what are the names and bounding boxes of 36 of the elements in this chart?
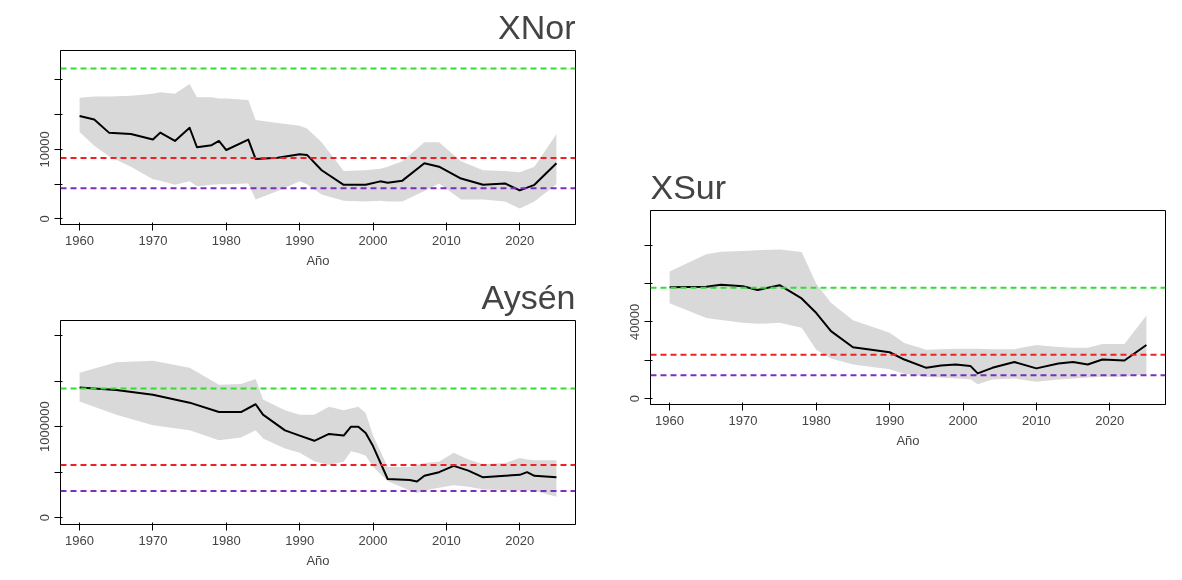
x-tick-label: 1970 <box>138 232 168 248</box>
line-series <box>78 386 558 483</box>
y-tick-label: 10000 <box>37 131 53 168</box>
x-tick-label: 1990 <box>875 412 905 428</box>
x-axis-title: Año <box>306 252 330 268</box>
x-tick-label: 1990 <box>285 532 315 548</box>
y-tick-label: 0 <box>627 395 643 403</box>
x-tick-label: 2020 <box>1095 412 1125 428</box>
x-tick-label: 1980 <box>211 532 241 548</box>
x-tick-label: 2010 <box>1021 412 1051 428</box>
x-tick-label: 1960 <box>65 532 95 548</box>
x-tick-label: 2000 <box>358 232 388 248</box>
y-tick-label: 0 <box>37 514 53 522</box>
chart-title: Aysén <box>481 277 576 316</box>
x-tick-label: 1980 <box>801 412 831 428</box>
x-tick-label: 1960 <box>65 232 95 248</box>
x-tick-label: 1960 <box>655 412 685 428</box>
x-tick-label: 1970 <box>138 532 168 548</box>
x-tick-label: 2000 <box>358 532 388 548</box>
line-series <box>668 283 1148 375</box>
chart-title: XNor <box>498 7 576 46</box>
chart-title: XSur <box>650 167 727 206</box>
x-tick-label: 2010 <box>431 232 461 248</box>
x-tick-label: 2010 <box>431 532 461 548</box>
x-axis-title: Año <box>896 432 920 448</box>
x-tick-label: 1980 <box>211 232 241 248</box>
x-tick-label: 2000 <box>948 412 978 428</box>
x-axis-title: Año <box>306 552 330 568</box>
x-tick-label: 2020 <box>505 232 535 248</box>
y-tick-label: 40000 <box>627 303 643 340</box>
x-tick-label: 1990 <box>285 232 315 248</box>
y-tick-label: 0 <box>37 215 53 223</box>
y-tick-label: 1000000 <box>37 401 53 452</box>
x-tick-label: 2020 <box>505 532 535 548</box>
x-tick-label: 1970 <box>728 412 758 428</box>
line-series <box>78 114 558 192</box>
